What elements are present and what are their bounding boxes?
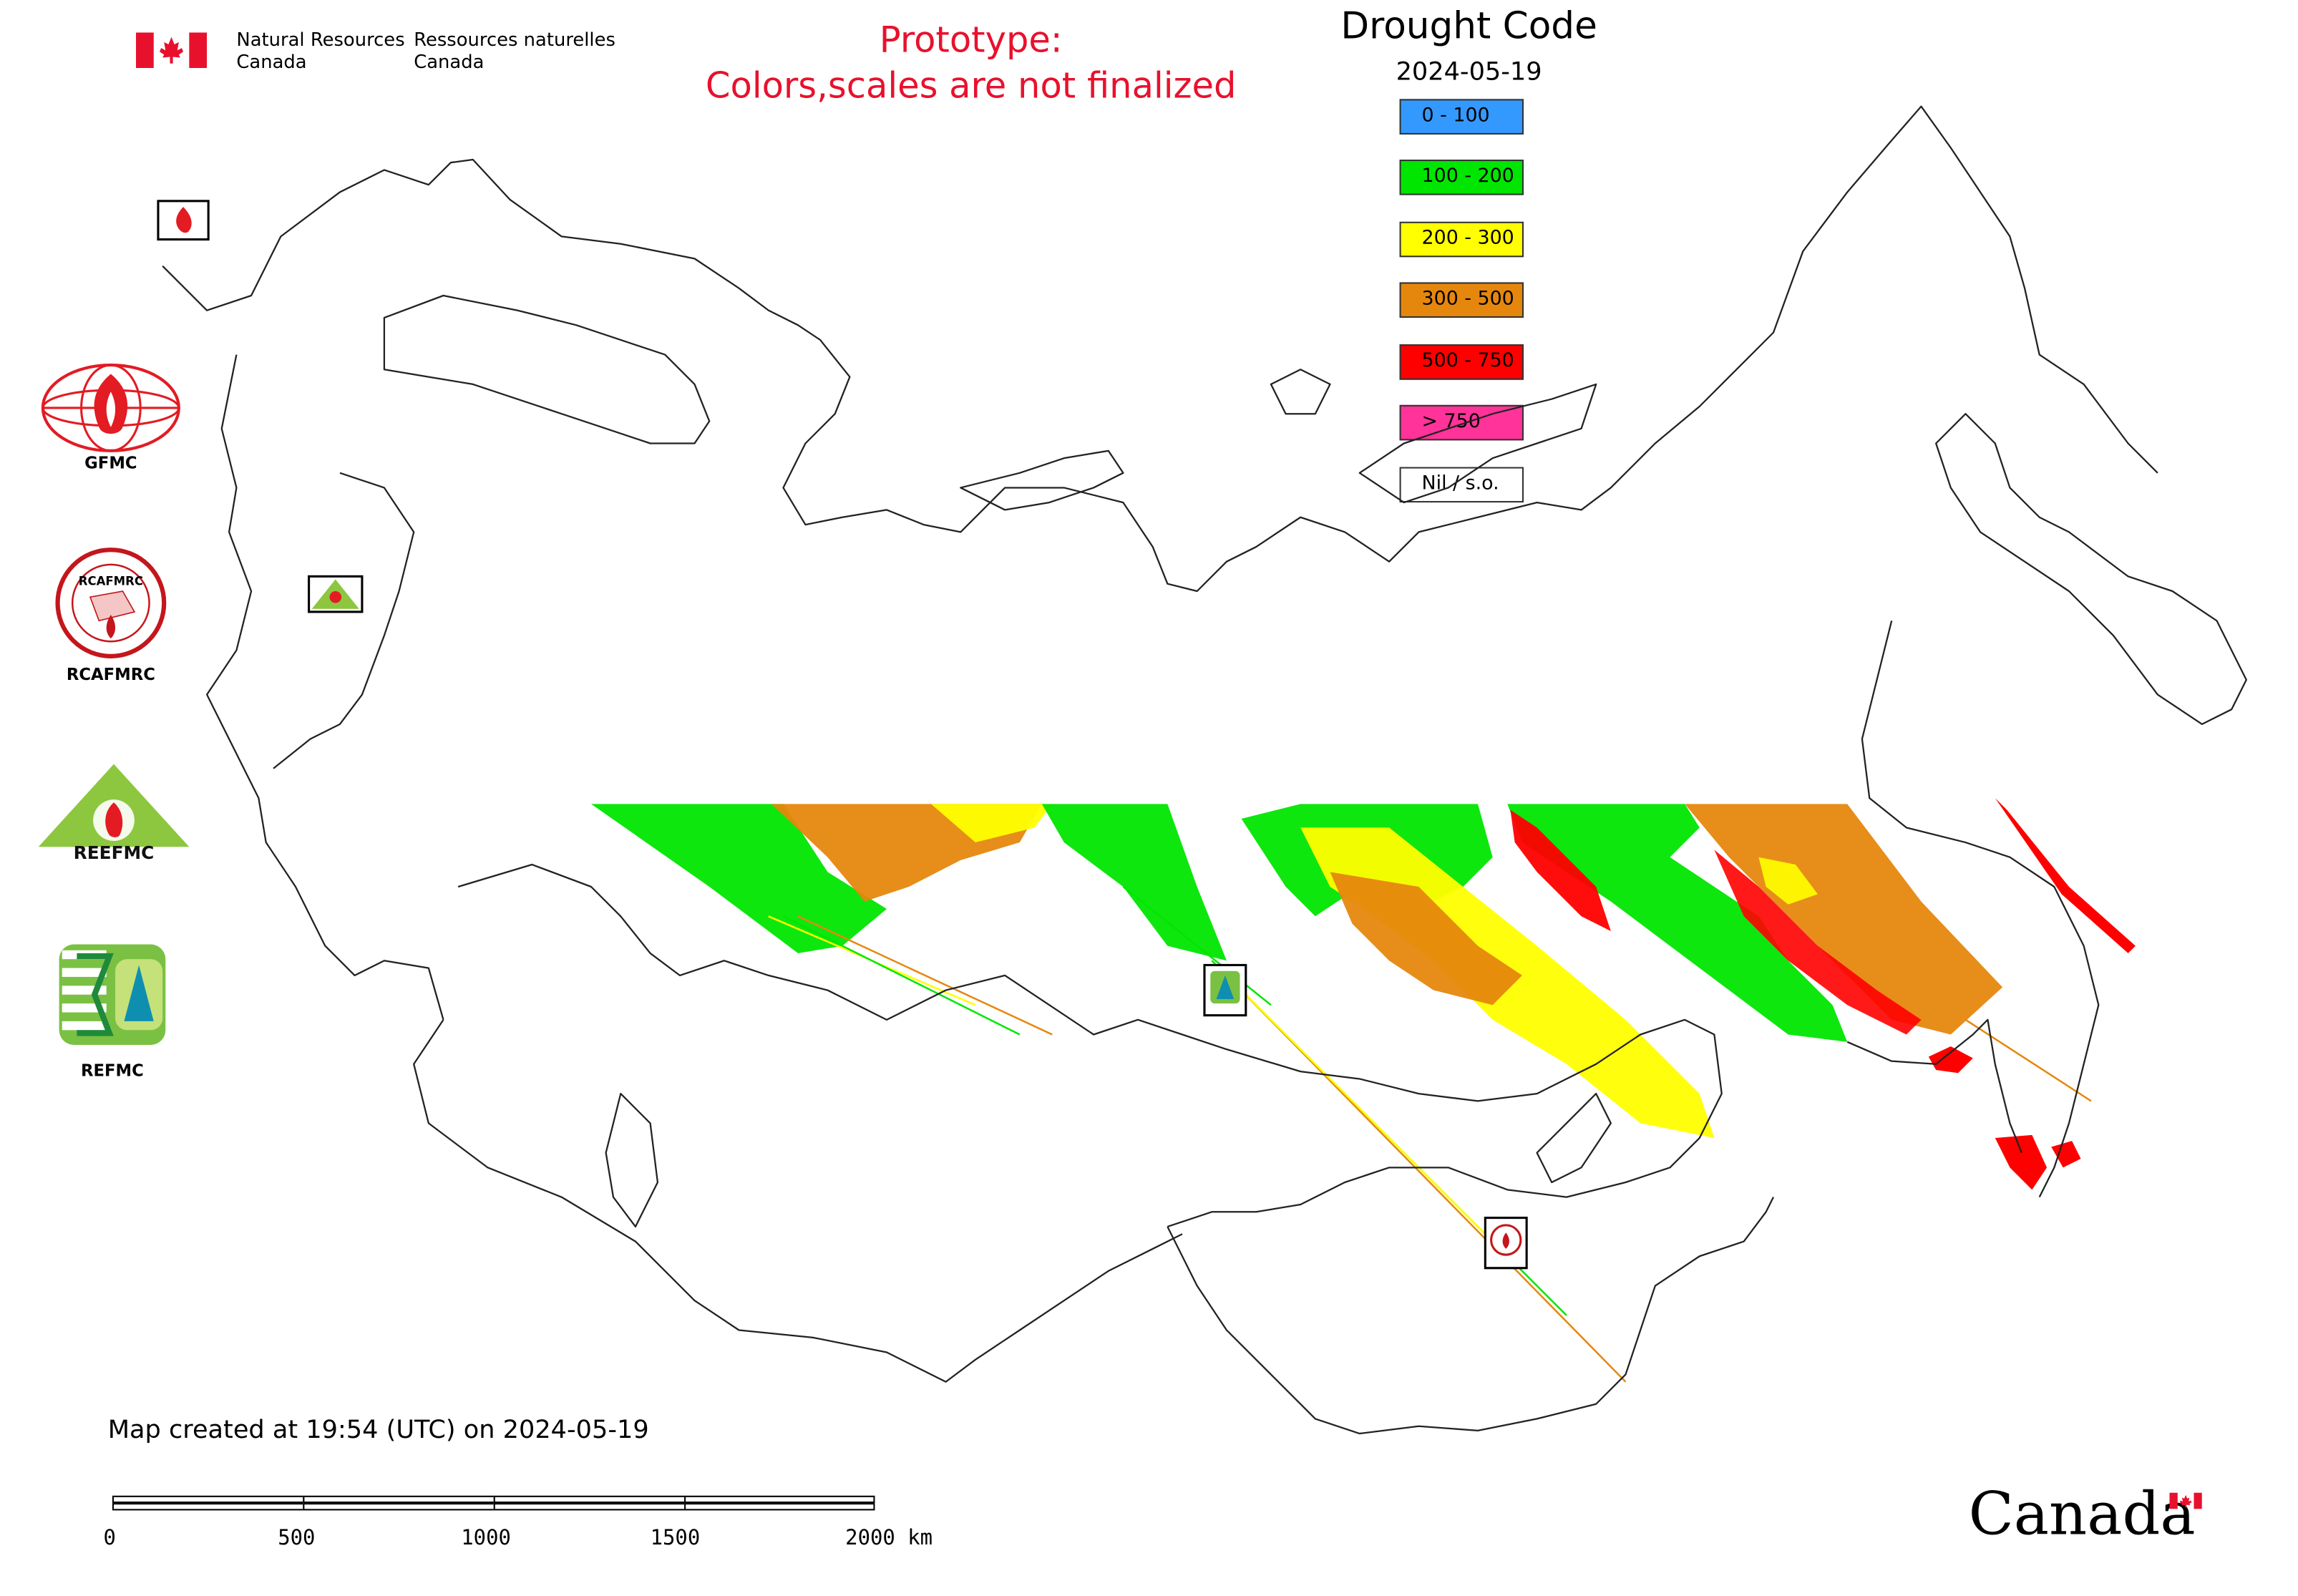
scale-label-500: 500 — [278, 1527, 316, 1551]
scale-label-2000: 2000 km — [845, 1527, 933, 1551]
scale-bar-seg-4 — [684, 1495, 875, 1504]
partner-gfmc: GFMC — [37, 362, 185, 480]
org-name-fr-line1: Ressources naturelles — [414, 28, 615, 51]
canada-wordmark-text: Canada — [1968, 1481, 2196, 1549]
reefmc-marker-icon — [308, 575, 364, 613]
kamchatka-coast — [1935, 413, 2247, 725]
baltic-region — [273, 472, 415, 769]
scale-bar-seg-2b — [303, 1503, 495, 1511]
legend-item-0: 0 - 100 — [1399, 99, 1524, 135]
scale-bar-seg-1 — [112, 1495, 305, 1504]
reefmc-logo-icon: REEFMC — [38, 764, 190, 863]
scale-bar-seg-1b — [112, 1503, 305, 1511]
swath-yellow-west — [930, 804, 1053, 843]
red-blob-amur — [1928, 1046, 1973, 1074]
refmc-marker-icon — [1203, 963, 1247, 1017]
refmc-logo-icon — [59, 944, 166, 1045]
reefmc-wordmark: REEFMC — [74, 842, 155, 863]
gfmc-marker-icon — [157, 200, 210, 241]
scale-label-1500: 1500 — [650, 1527, 701, 1551]
canada-wordmark: Canada — [1968, 1478, 2202, 1552]
russia-north-coast — [162, 105, 2158, 593]
scale-bar-seg-3 — [493, 1495, 686, 1504]
legend-item-3: 300 - 500 — [1399, 282, 1524, 318]
canada-flag-icon — [135, 32, 208, 68]
country-borders — [162, 105, 2247, 1435]
swath-green-central — [1041, 804, 1227, 961]
partner-gfmc-label: GFMC — [84, 453, 137, 473]
org-name-en-line1: Natural Resources — [236, 28, 405, 51]
canada-wordmark-flag-icon — [2169, 1492, 2202, 1509]
scale-bar-seg-2 — [303, 1495, 495, 1504]
rcafmrc-marker-icon — [1484, 1217, 1528, 1270]
sakhalin-red-streak — [1995, 798, 2136, 953]
lake-baikal — [1536, 1092, 1612, 1184]
caspian-sea — [605, 1092, 659, 1228]
pacific-coast — [1861, 621, 2100, 1198]
scale-label-0: 0 — [103, 1527, 116, 1551]
gfmc-logo-icon — [41, 363, 180, 452]
prototype-line2: Colors,scales are not finalized — [705, 64, 1237, 107]
mongolia-outline — [1167, 1197, 1775, 1435]
map-title: Drought Code — [1340, 4, 1597, 48]
partner-rcafmrc-label: RCAFMRC — [66, 665, 155, 685]
org-name-en-line2: Canada — [236, 50, 307, 73]
swath-green-west — [591, 804, 887, 953]
kazakhstan-outline — [413, 1019, 1183, 1383]
scale-bar-seg-4b — [684, 1503, 875, 1511]
prototype-notice: Prototype: Colors,scales are not finaliz… — [683, 18, 1259, 110]
swath-orange-east-a — [1330, 872, 1522, 1006]
russia-southern-border — [457, 863, 1723, 1228]
map-date: 2024-05-19 — [1396, 57, 1542, 87]
partner-reefmc: REEFMC — [36, 761, 193, 865]
swath-red-far-east — [1714, 850, 1922, 1035]
novaya-zemlya — [960, 449, 1124, 511]
partner-rcafmrc: RCAFMRC RCAFMRC — [52, 547, 170, 688]
partner-refmc-label: REFMC — [81, 1061, 144, 1081]
red-blob-primorye-a — [1995, 1134, 2048, 1190]
legend-item-1: 100 - 200 — [1399, 160, 1524, 195]
legend-item-4: 500 - 750 — [1399, 344, 1524, 380]
taymyr-coast — [1358, 383, 1597, 504]
swath-yellow-far-east — [1758, 857, 1818, 905]
rcafmrc-logo-icon: RCAFMRC — [55, 548, 167, 658]
partner-refmc: REFMC — [56, 941, 168, 1089]
scale-label-1000: 1000 — [461, 1527, 511, 1551]
drought-code-swaths — [591, 798, 2136, 1383]
org-name-en: Natural Resources Canada — [236, 28, 404, 72]
legend-item-2: 200 - 300 — [1399, 221, 1524, 258]
svg-text:RCAFMRC: RCAFMRC — [79, 575, 143, 588]
map-created-timestamp: Map created at 19:54 (UTC) on 2024-05-19 — [107, 1416, 649, 1446]
white-sea — [383, 294, 711, 444]
org-name-fr: Ressources naturelles Canada — [414, 28, 615, 72]
china-north-border — [1846, 1018, 2022, 1154]
red-blob-primorye-b — [2051, 1141, 2081, 1168]
prototype-line1: Prototype: — [879, 19, 1063, 61]
europe-west-border — [205, 354, 444, 1021]
swath-red-east — [1510, 809, 1611, 931]
scale-bar-seg-3b — [493, 1503, 686, 1511]
org-name-fr-line2: Canada — [414, 50, 485, 73]
severnaya-zemlya — [1270, 369, 1331, 415]
legend-item-5: > 750 — [1399, 404, 1524, 441]
swath-green-east-b — [1507, 804, 1848, 1042]
